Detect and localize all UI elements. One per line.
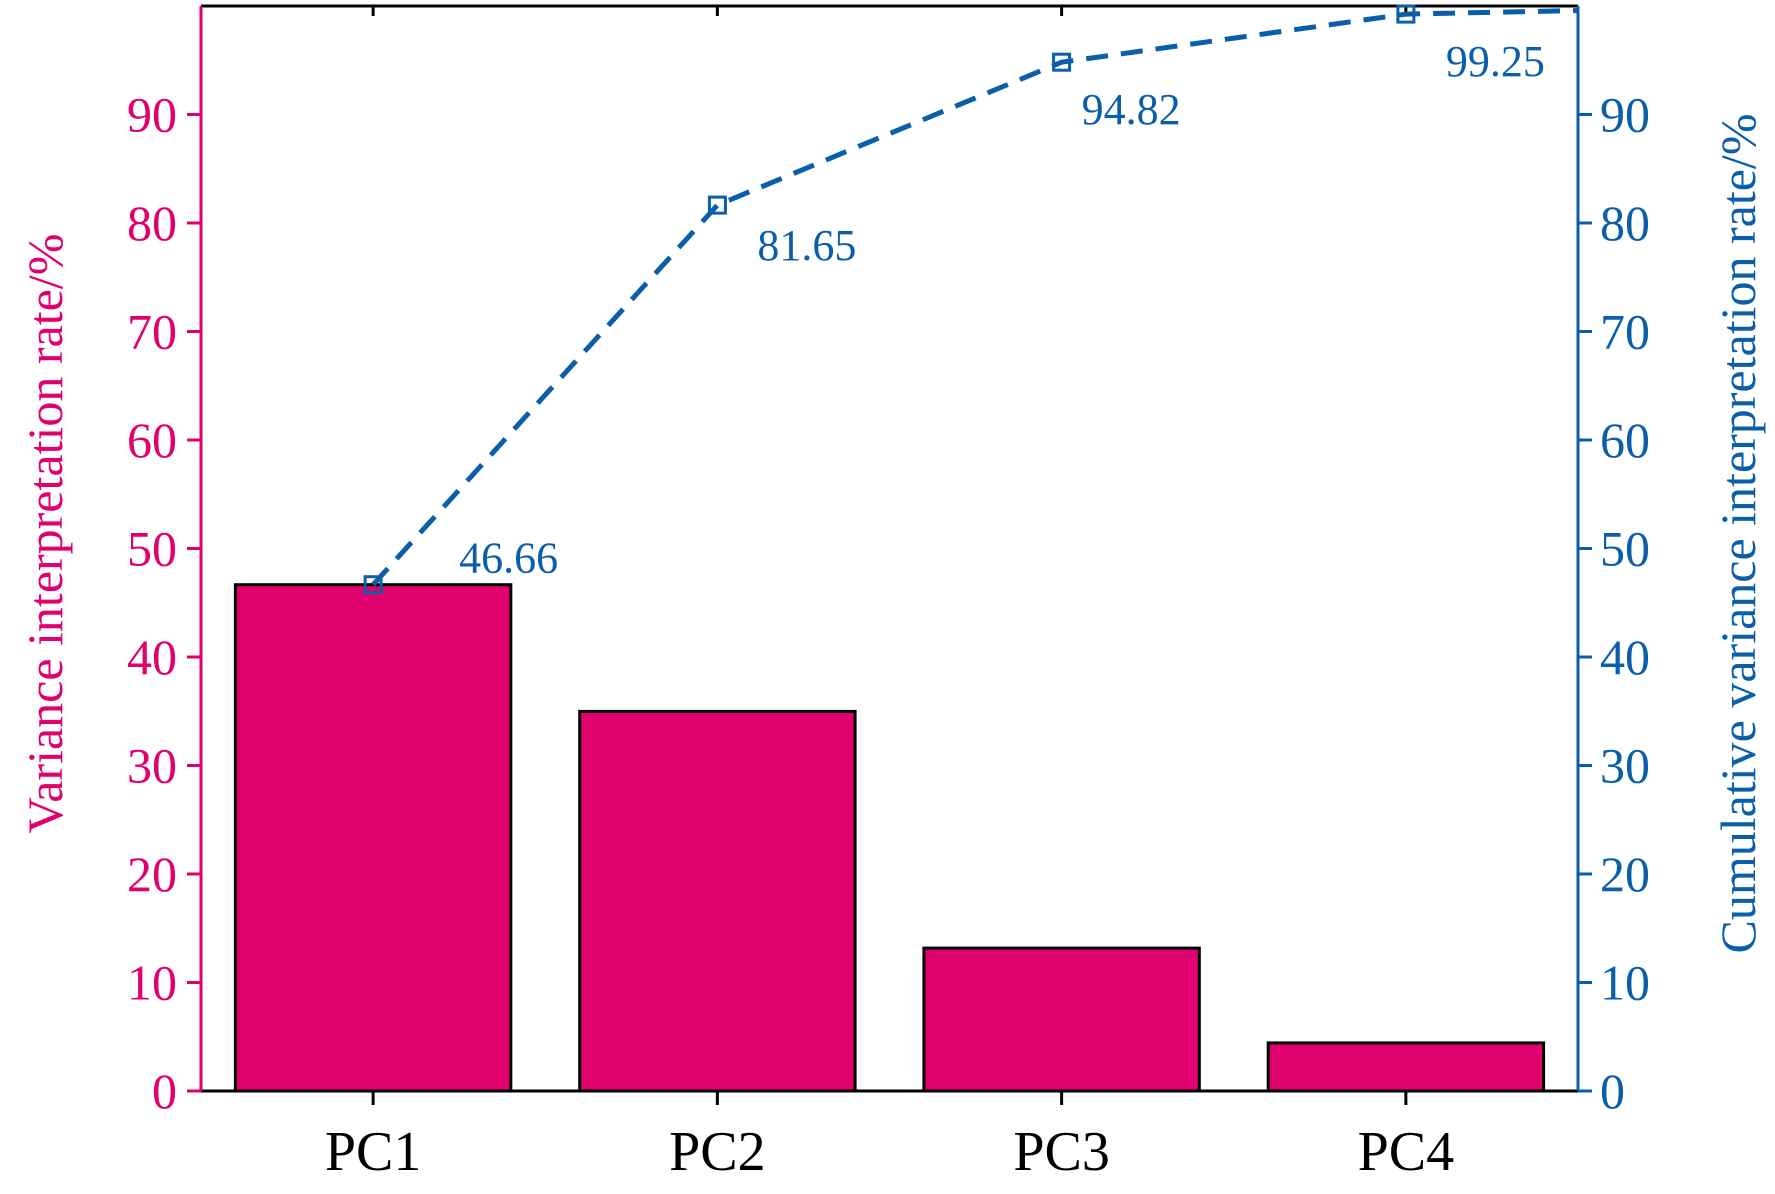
marker-pc2 [707, 195, 727, 215]
x-tick-label-pc2: PC2 [669, 1121, 766, 1183]
cumulative-line [371, 8, 1579, 587]
data-label-pc1: 46.66 [459, 534, 558, 583]
marker-pc3 [1052, 52, 1072, 72]
data-label-pc2: 81.65 [757, 221, 856, 270]
bar-pc2 [578, 709, 857, 1093]
left-tick-label: 60 [127, 412, 177, 468]
left-tick-label: 70 [127, 304, 177, 360]
bar-series [233, 583, 1546, 1093]
cumulative-line-series: 46.66 81.65 94.82 99.25 [363, 4, 1579, 595]
right-tick-label: 60 [1600, 412, 1650, 468]
left-axis-title: Variance interpretation rate/% [17, 234, 73, 834]
bar-pc4 [1266, 1041, 1546, 1093]
right-tick-label: 40 [1600, 629, 1650, 685]
data-label-pc4: 99.25 [1446, 37, 1545, 86]
bar-pc1 [233, 583, 513, 1093]
x-tick-label-pc1: PC1 [325, 1121, 422, 1183]
right-tick-label: 70 [1600, 304, 1650, 360]
marker-pc1 [363, 575, 383, 595]
x-tick-label-pc3: PC3 [1013, 1121, 1110, 1183]
left-tick-label: 0 [152, 1063, 177, 1119]
right-axis-title: Cumulative variance interpretation rate/… [1710, 114, 1766, 954]
left-tick-label: 10 [127, 955, 177, 1011]
right-tick-label: 90 [1600, 87, 1650, 143]
left-tick-label: 40 [127, 629, 177, 685]
left-y-axis: 0 10 20 30 40 50 60 70 80 90 [127, 6, 203, 1119]
x-tick-label-pc4: PC4 [1358, 1121, 1455, 1183]
right-tick-label: 20 [1600, 846, 1650, 902]
left-tick-label: 90 [127, 87, 177, 143]
left-tick-label: 80 [127, 195, 177, 251]
right-tick-label: 10 [1600, 955, 1650, 1011]
x-axis: PC1 PC2 PC3 PC4 [325, 1091, 1454, 1183]
marker-pc4 [1396, 4, 1416, 24]
right-tick-label: 30 [1600, 738, 1650, 794]
right-tick-label: 0 [1600, 1063, 1625, 1119]
data-label-pc3: 94.82 [1082, 85, 1181, 134]
left-tick-label: 30 [127, 738, 177, 794]
right-tick-label: 80 [1600, 195, 1650, 251]
left-tick-label: 20 [127, 846, 177, 902]
left-tick-label: 50 [127, 521, 177, 577]
right-y-axis: 0 10 20 30 40 50 60 70 80 90 [1576, 6, 1650, 1119]
bar-pc3 [922, 946, 1201, 1093]
right-tick-label: 50 [1600, 521, 1650, 577]
